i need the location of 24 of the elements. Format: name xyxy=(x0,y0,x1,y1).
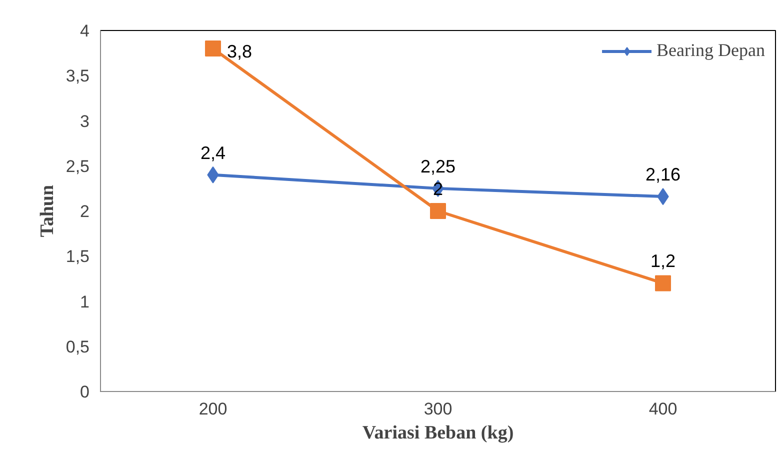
data-label: 3,8 xyxy=(227,42,252,62)
point xyxy=(430,203,446,219)
y-tick-label: 0 xyxy=(80,382,90,402)
y-tick-label: 2 xyxy=(80,202,90,221)
point xyxy=(655,275,671,292)
data-label: 2,4 xyxy=(200,142,226,163)
y-tick-label: 3 xyxy=(80,112,90,131)
data-label: 1,2 xyxy=(650,251,676,272)
x-axis-title: Variasi Beban (kg) xyxy=(362,422,514,444)
y-tick-label: 1,5 xyxy=(66,247,90,266)
x-tick-label: 200 xyxy=(198,400,228,418)
x-tick-label: 300 xyxy=(424,400,452,418)
data-label: 2,16 xyxy=(645,164,681,185)
y-tick-label: 1 xyxy=(80,292,90,312)
legend-label: Bearing Depan xyxy=(656,40,765,61)
y-tick-label: 3,5 xyxy=(66,66,90,86)
data-label: 2,25 xyxy=(420,156,456,176)
x-tick-label: 400 xyxy=(648,400,678,418)
y-axis-title: Tahun xyxy=(36,184,58,238)
data-label: 2 xyxy=(432,179,444,199)
y-tick-label: 4 xyxy=(80,22,90,40)
point xyxy=(205,40,221,57)
y-tick-label: 2,5 xyxy=(66,156,90,176)
y-tick-label: 0,5 xyxy=(66,337,90,356)
